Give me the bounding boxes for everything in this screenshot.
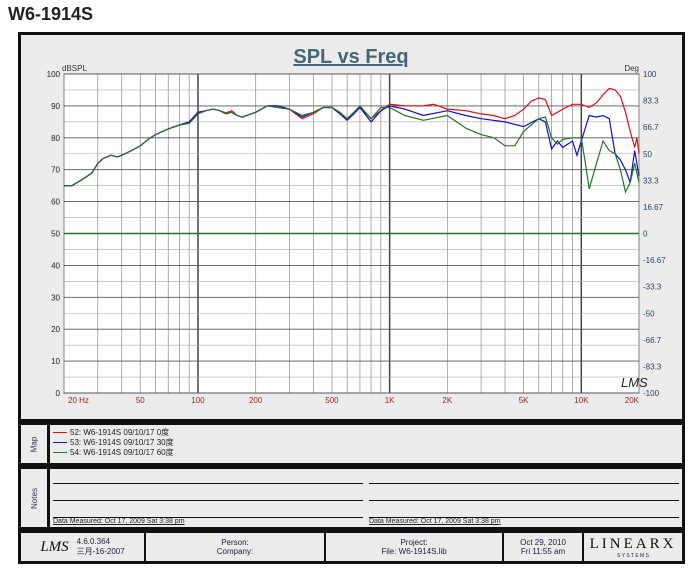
y2-tick-label: -33.3 (643, 283, 662, 292)
version: 4.6.0.364 (76, 537, 111, 546)
y2-axis-label: Deg (624, 64, 639, 73)
y-tick-label: 70 (51, 166, 60, 175)
chart-panel: SPL vs Freq dBSPL Deg 0 10 20 30 40 50 60 70 80 90 10… (18, 32, 685, 422)
legend-swatch (53, 452, 67, 453)
y2-tick-label: 0 (643, 230, 648, 239)
x-tick-label: 100 (191, 396, 205, 405)
x-tick-label: 10K (574, 396, 589, 405)
y-tick-label: 10 (51, 357, 60, 366)
x-tick-label: 20K (625, 396, 640, 405)
company: Company: (216, 547, 254, 556)
x-tick-label: 50 (136, 396, 145, 405)
y2-tick-label: -50 (643, 309, 655, 318)
data-measured-right: Data Measured: Oct 17, 2009 Sat 3:38 pm (369, 518, 501, 525)
y2-tick-label: 66.7 (643, 123, 659, 132)
y-tick-label: 0 (56, 389, 61, 398)
y2-tick-label: 16.67 (643, 203, 664, 212)
y2-tick-label: 33.3 (643, 176, 659, 185)
lms-logo: LMS (40, 538, 69, 555)
project: Project: (400, 538, 428, 547)
spl-chart: SPL vs Freq dBSPL Deg 0 10 20 30 40 50 60 70 80 90 10… (47, 46, 667, 405)
legend-label: 52: W6-1914S 09/10/17 0度 (70, 428, 170, 437)
chart-title: SPL vs Freq (293, 46, 408, 68)
data-measured-left: Data Measured: Oct 17, 2009 Sat 3:38 pm (53, 518, 185, 525)
x-tick-label: 2K (442, 396, 452, 405)
time: Fri 11:55 am (520, 547, 566, 556)
notes-panel: Notes Data Measured: Oct 17, 2009 Sat 3:… (18, 466, 685, 530)
y-tick-label: 50 (51, 230, 60, 239)
brand-sub: S Y S T E M S (617, 552, 649, 559)
build-date: 三月-16-2007 (76, 547, 125, 556)
page-title: W6-1914S (8, 4, 94, 24)
notes-label: Notes (29, 487, 39, 509)
legend-panel: Map 52: W6-1914S 09/10/17 0度 53: W6-1914S… (18, 422, 685, 466)
date: Oct 29, 2010 (520, 538, 566, 547)
y-tick-label: 60 (51, 198, 60, 207)
legend-entry: 52: W6-1914S 09/10/17 0度 (53, 427, 169, 438)
x-tick-label: 200 (249, 396, 263, 405)
y2-tick-label: -16.67 (643, 256, 666, 265)
y2-tick-label: 100 (643, 70, 657, 79)
y2-tick-label: -66.7 (643, 336, 662, 345)
y2-tick-label: -100 (643, 389, 660, 398)
y-tick-label: 30 (51, 293, 60, 302)
linearx-logo: LINEARX (589, 535, 677, 552)
footer: LMS 4.6.0.364 三月-16-2007 Person: Company: … (18, 530, 685, 564)
y-tick-label: 90 (51, 102, 60, 111)
x-tick-label: 5K (519, 396, 529, 405)
legend-entry: 53: W6-1914S 09/10/17 30度 (53, 437, 174, 448)
legend-swatch (53, 432, 67, 433)
lms-watermark: LMS (621, 375, 648, 390)
person: Person: (221, 538, 249, 547)
y-tick-label: 20 (51, 325, 60, 334)
y-tick-label: 100 (47, 70, 61, 79)
y-tick-label: 80 (51, 134, 60, 143)
x-tick-label: 500 (325, 396, 339, 405)
y-axis-label: dBSPL (62, 64, 87, 73)
y-tick-label: 40 (51, 261, 60, 270)
legend-label: 54: W6-1914S 09/10/17 60度 (70, 448, 174, 457)
legend-swatch (53, 442, 67, 443)
x-tick-label: 1K (385, 396, 395, 405)
x-tick-label: 20 Hz (68, 396, 89, 405)
y2-tick-label: 50 (643, 150, 652, 159)
y2-tick-label: 83.3 (643, 97, 659, 106)
legend-label: 53: W6-1914S 09/10/17 30度 (70, 438, 174, 447)
file-name: File: W6-1914S.lib (381, 547, 447, 556)
legend-entry: 54: W6-1914S 09/10/17 60度 (53, 447, 174, 458)
y2-tick-label: -83.3 (643, 362, 662, 371)
series-line-2 (64, 105, 640, 194)
map-label: Map (29, 436, 39, 452)
